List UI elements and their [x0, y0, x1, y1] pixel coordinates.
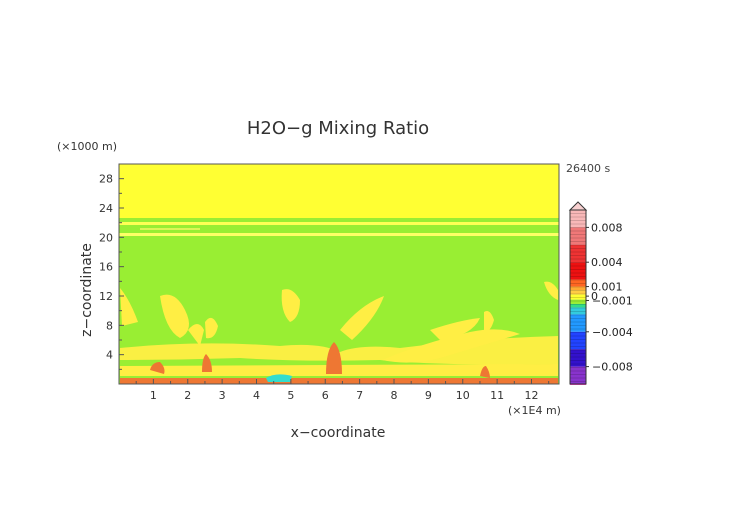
- x-tick-label: 10: [456, 389, 470, 402]
- colorbar-swatch: [570, 303, 586, 308]
- chart-title: H2O−g Mixing Ratio: [247, 118, 429, 139]
- colorbar-swatch: [570, 262, 586, 280]
- strong-anomaly-contours: [120, 342, 558, 384]
- strong-anomaly-region: [480, 366, 490, 378]
- upper-layer-stripe: [119, 222, 559, 225]
- colorbar-swatch: [570, 290, 586, 295]
- colorbar-swatch: [570, 307, 586, 315]
- colorbar-label: 0.001: [591, 281, 623, 294]
- colorbar-stripes: [570, 209, 586, 385]
- y-tick-label: 16: [99, 261, 113, 274]
- x-tick-label: 11: [490, 389, 504, 402]
- y-tick-label: 4: [106, 349, 113, 362]
- negative-anomaly-region: [266, 374, 292, 382]
- x-axis-ticks: 1 2 3 4 5 6 7 8 9 10 11 12: [135, 379, 550, 402]
- x-axis-label: x−coordinate: [291, 425, 386, 441]
- anomaly-region: [160, 294, 189, 338]
- timestamp-label: 26400 s: [566, 162, 610, 175]
- plot-frame: [118, 163, 560, 385]
- colorbar-max-arrow: [568, 201, 588, 211]
- x-tick-label: 6: [322, 389, 329, 402]
- colorbar-swatch: [570, 279, 586, 287]
- lower-layer-stripe: [140, 228, 200, 230]
- colorbar-label: −0.001: [592, 294, 633, 307]
- colorbar-swatch: [570, 366, 586, 384]
- plot-area: [119, 164, 559, 384]
- colorbar-frame: [569, 209, 587, 385]
- strong-anomaly-region: [150, 362, 165, 374]
- y-tick-label: 12: [99, 290, 113, 303]
- colorbar-label: −0.008: [592, 361, 633, 374]
- anomaly-region: [382, 329, 520, 363]
- surface-anomaly-band: [120, 378, 558, 384]
- anomaly-region: [120, 288, 138, 326]
- anomaly-region: [281, 289, 300, 322]
- colorbar-swatch: [570, 331, 586, 350]
- anomaly-region: [484, 311, 494, 331]
- y-axis-label: z−coordinate: [79, 243, 95, 337]
- x-tick-label: 3: [219, 389, 226, 402]
- y-axis-ticks: 4 8 12 16 20 24 28: [99, 173, 124, 370]
- x-axis-unit: (×1E4 m): [508, 404, 561, 417]
- colorbar-swatch: [570, 227, 586, 245]
- colorbar-swatch: [570, 244, 586, 263]
- colorbar-swatch: [570, 286, 586, 291]
- colorbar-label: 0.008: [591, 221, 623, 234]
- upper-moist-layer: [119, 164, 559, 218]
- anomaly-region: [430, 318, 480, 340]
- y-tick-label: 24: [99, 202, 113, 215]
- colorbar-label: −0.004: [592, 326, 633, 339]
- colorbar-swatch: [570, 314, 586, 332]
- anomaly-region: [340, 296, 384, 340]
- x-tick-label: 7: [356, 389, 363, 402]
- y-axis-unit: (×1000 m): [57, 140, 117, 153]
- strong-anomaly-region: [326, 342, 342, 374]
- anomaly-region: [544, 281, 558, 300]
- colorbar-swatch: [570, 294, 586, 300]
- y-tick-label: 8: [106, 319, 113, 332]
- colorbar-swatch: [570, 299, 586, 304]
- x-tick-label: 9: [425, 389, 432, 402]
- colorbar-label: 0.004: [591, 256, 623, 269]
- x-tick-label: 8: [391, 389, 398, 402]
- upper-layer-stripe-2: [119, 233, 559, 236]
- x-tick-label: 12: [525, 389, 539, 402]
- colorbar-swatch: [570, 349, 586, 367]
- colorbar-swatch: [570, 210, 586, 228]
- colorbar-label: 0: [591, 290, 598, 303]
- x-tick-label: 5: [287, 389, 294, 402]
- strong-anomaly-region: [202, 354, 212, 372]
- anomaly-region: [205, 317, 218, 339]
- anomaly-region: [188, 324, 204, 346]
- x-tick-label: 1: [150, 389, 157, 402]
- y-tick-label: 28: [99, 173, 113, 186]
- x-tick-label: 2: [184, 389, 191, 402]
- y-tick-label: 20: [99, 231, 113, 244]
- x-tick-label: 4: [253, 389, 260, 402]
